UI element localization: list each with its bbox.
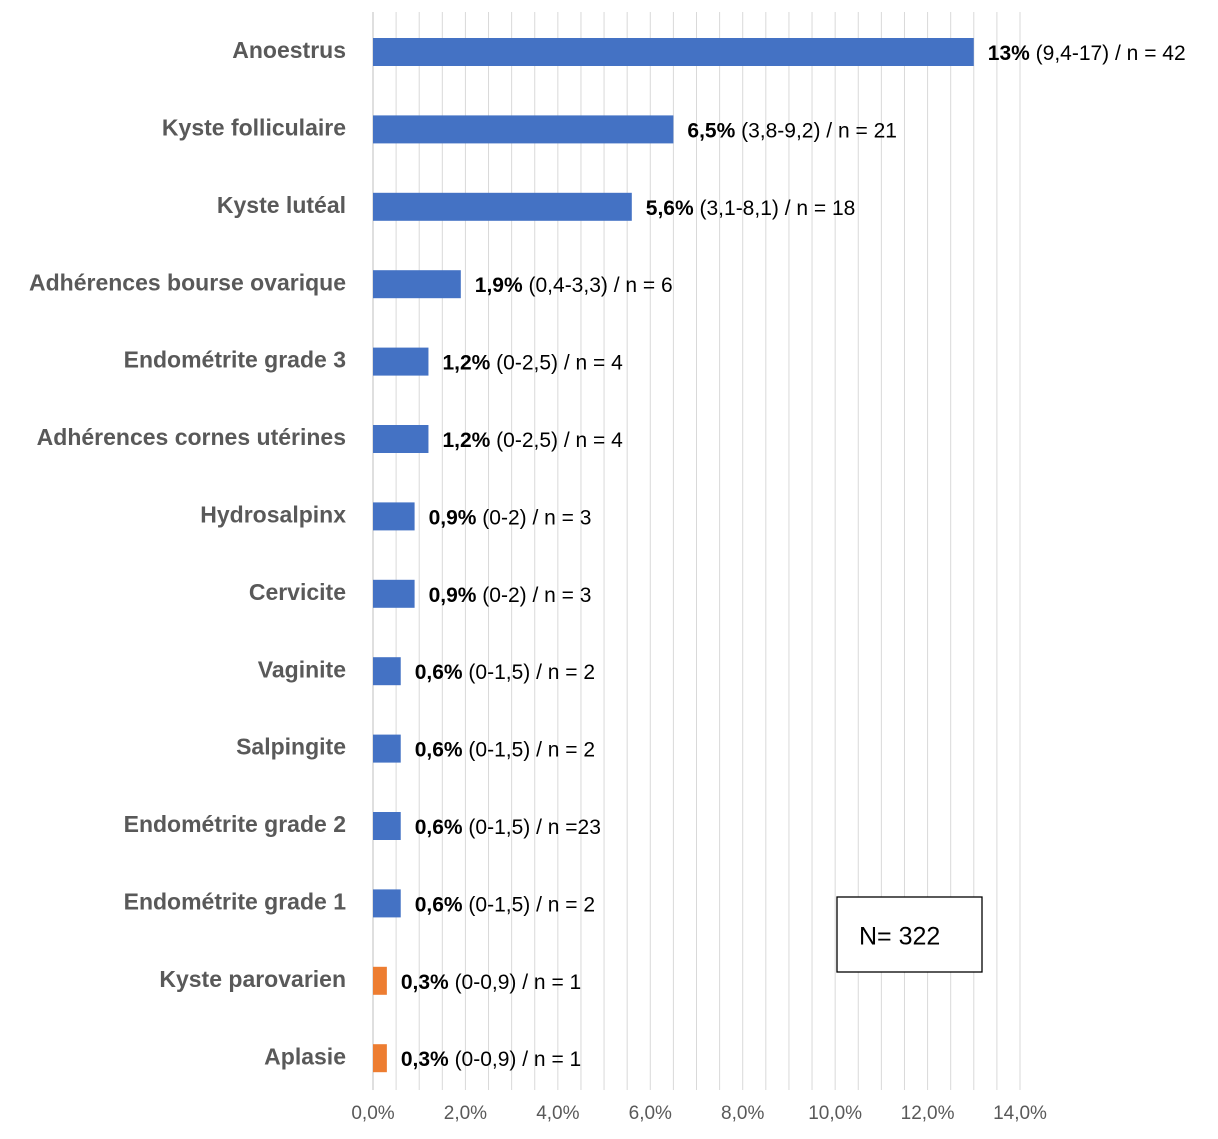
data-label-percent: 0,6% [415, 816, 463, 839]
data-label-detail: (0-1,5) / n = 2 [463, 738, 595, 761]
category-label: Salpingite [236, 734, 346, 760]
category-label: Hydrosalpinx [200, 501, 346, 527]
bar [373, 38, 974, 66]
data-label: 0,6% (0-1,5) / n =23 [415, 816, 601, 839]
data-label-detail: (0-2,5) / n = 4 [490, 429, 623, 452]
sample-size-box: N= 322 [836, 896, 983, 973]
data-label: 0,6% (0-1,5) / n = 2 [415, 738, 595, 761]
bar [373, 812, 401, 840]
bar [373, 966, 387, 995]
category-label: Endométrite grade 3 [124, 347, 346, 373]
data-label: 0,6% (0-1,5) / n = 2 [415, 661, 595, 684]
data-label-detail: (0-1,5) / n = 2 [463, 893, 595, 916]
bar [373, 115, 674, 144]
bar [373, 734, 401, 763]
data-label-percent: 0,3% [401, 1048, 449, 1071]
data-label-percent: 5,6% [646, 196, 694, 219]
category-label: Adhérences bourse ovarique [29, 269, 346, 295]
data-label: 1,2% (0-2,5) / n = 4 [442, 429, 623, 452]
x-tick-label: 4,0% [536, 1103, 579, 1124]
data-label-detail: (0-2) / n = 3 [476, 583, 591, 606]
bar [373, 657, 401, 686]
category-label: Anoestrus [232, 37, 346, 63]
category-label: Aplasie [264, 1043, 346, 1069]
data-label-percent: 0,9% [429, 506, 477, 529]
data-label: 1,2% (0-2,5) / n = 4 [442, 351, 623, 374]
data-label: 0,3% (0-0,9) / n = 1 [401, 1048, 581, 1071]
x-tick-label: 8,0% [721, 1103, 764, 1124]
category-label: Endométrite grade 2 [124, 811, 346, 837]
data-label: 5,6% (3,1-8,1) / n = 18 [646, 196, 856, 219]
sample-size-box-border [836, 896, 983, 973]
data-label-percent: 0,6% [415, 893, 463, 916]
bar [373, 192, 632, 221]
data-label-detail: (0-1,5) / n =23 [463, 816, 601, 839]
category-label: Endométrite grade 1 [124, 888, 347, 914]
data-label-detail: (3,1-8,1) / n = 18 [694, 196, 856, 219]
data-label-percent: 0,6% [415, 661, 463, 684]
bars [373, 38, 974, 1073]
data-label-percent: 1,9% [475, 274, 523, 297]
sample-size-text: N= 322 [859, 923, 940, 951]
data-label-percent: 0,6% [415, 738, 463, 761]
data-label-percent: 1,2% [442, 429, 490, 452]
data-label-detail: (0-2) / n = 3 [476, 506, 591, 529]
x-tick-label: 2,0% [444, 1103, 487, 1124]
bar [373, 1044, 387, 1073]
data-label-detail: (3,8-9,2) / n = 21 [735, 119, 897, 142]
data-label: 0,6% (0-1,5) / n = 2 [415, 893, 595, 916]
bar [373, 270, 461, 299]
data-label-percent: 6,5% [687, 119, 735, 142]
category-labels: Anoestrus Kyste folliculaire Kyste lutéal A… [29, 37, 346, 1069]
data-label-detail: (0,4-3,3) / n = 6 [523, 274, 673, 297]
data-label-detail: (0-0,9) / n = 1 [449, 970, 581, 993]
bar [373, 502, 415, 531]
bar [373, 889, 401, 918]
data-label: 0,3% (0-0,9) / n = 1 [401, 970, 581, 993]
x-tick-label: 0,0% [351, 1103, 394, 1124]
data-label-detail: (0-0,9) / n = 1 [449, 1048, 581, 1071]
bar [373, 347, 429, 376]
x-axis-tick-labels: 0,0% 2,0% 4,0% 6,0% 8,0% 10,0% 12,0% 14,0% [351, 1103, 1047, 1124]
data-label: 0,9% (0-2) / n = 3 [429, 583, 592, 606]
category-label: Kyste folliculaire [162, 114, 346, 140]
x-tick-label: 12,0% [901, 1103, 955, 1124]
category-label: Kyste lutéal [217, 192, 346, 218]
category-label: Vaginite [258, 656, 346, 682]
bar [373, 579, 415, 608]
data-label-percent: 0,3% [401, 970, 449, 993]
data-label: 1,9% (0,4-3,3) / n = 6 [475, 274, 673, 297]
data-label-percent: 1,2% [442, 351, 490, 374]
data-label-detail: (9,4-17) / n = 42 [1030, 42, 1186, 65]
x-tick-label: 10,0% [808, 1103, 862, 1124]
x-tick-label: 14,0% [993, 1103, 1047, 1124]
category-label: Cervicite [249, 579, 346, 605]
category-label: Adhérences cornes utérines [37, 424, 346, 450]
data-label-detail: (0-1,5) / n = 2 [463, 661, 595, 684]
bar [373, 425, 429, 453]
data-label-detail: (0-2,5) / n = 4 [490, 351, 623, 374]
x-tick-label: 6,0% [629, 1103, 672, 1124]
data-label: 6,5% (3,8-9,2) / n = 21 [687, 119, 897, 142]
data-label-percent: 0,9% [429, 583, 477, 606]
data-label-percent: 13% [988, 42, 1030, 65]
data-labels: 13% (9,4-17) / n = 42 6,5% (3,8-9,2) / n … [401, 42, 1186, 1071]
data-label: 0,9% (0-2) / n = 3 [429, 506, 592, 529]
data-label: 13% (9,4-17) / n = 42 [988, 42, 1186, 65]
category-label: Kyste parovarien [159, 966, 346, 992]
